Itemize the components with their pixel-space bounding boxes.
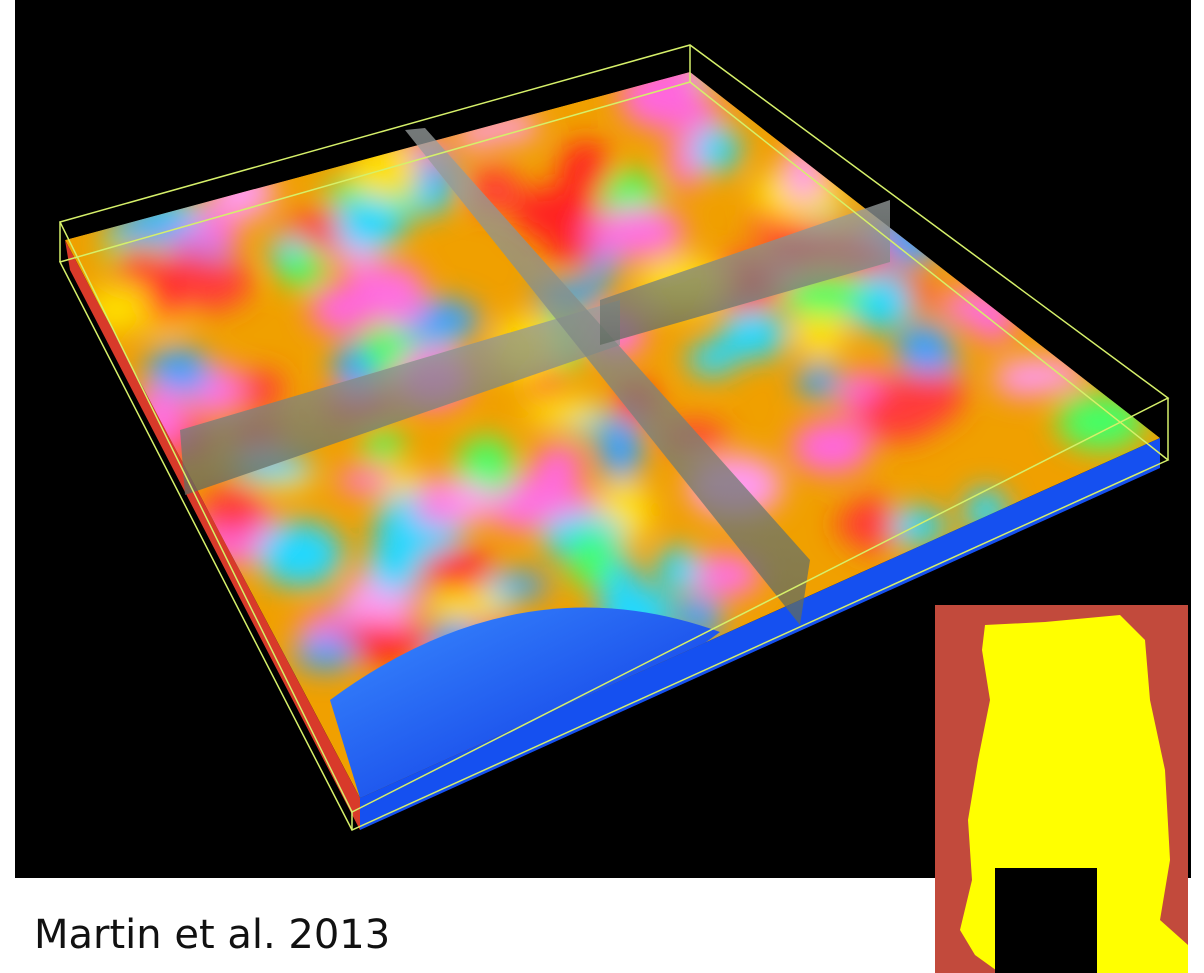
amplitude-blob bbox=[200, 485, 264, 534]
amplitude-blob bbox=[279, 250, 324, 288]
amplitude-blob bbox=[293, 635, 360, 671]
amplitude-blob bbox=[559, 141, 612, 199]
amplitude-blob bbox=[336, 468, 392, 494]
amplitude-blob bbox=[687, 341, 738, 377]
amplitude-blob bbox=[848, 495, 896, 553]
amplitude-blob bbox=[719, 308, 788, 360]
bounding-box bbox=[58, 44, 1170, 831]
amplitude-blob bbox=[333, 198, 405, 251]
amplitude-blob bbox=[413, 499, 459, 525]
amplitude-blob bbox=[656, 546, 700, 593]
volume-top-surface bbox=[65, 72, 1160, 798]
amplitude-blob bbox=[796, 364, 841, 399]
volume-left-face bbox=[65, 240, 360, 830]
amplitude-blob bbox=[598, 415, 643, 480]
amplitude-blob bbox=[684, 553, 762, 598]
amplitude-blob bbox=[993, 358, 1086, 393]
amplitude-blob bbox=[544, 235, 603, 263]
inline-slice bbox=[180, 300, 620, 495]
amplitude-blob bbox=[567, 529, 615, 589]
volume-front-face bbox=[360, 438, 1160, 830]
amplitude-blob bbox=[427, 587, 506, 621]
amplitude-blob bbox=[145, 347, 212, 395]
crossline-slice bbox=[405, 128, 810, 625]
amplitude-blob bbox=[309, 284, 377, 334]
amplitude-blob bbox=[367, 534, 422, 594]
amplitude-blob bbox=[375, 508, 419, 547]
amplitude-blob bbox=[791, 419, 872, 474]
amplitude-blob bbox=[532, 444, 585, 488]
amplitude-blob bbox=[585, 210, 682, 256]
amplitude-blob bbox=[370, 263, 426, 328]
amplitude-blob bbox=[241, 370, 284, 409]
amplitude-blob bbox=[895, 322, 954, 379]
amplitude-blob bbox=[856, 386, 941, 442]
caption: Martin et al. 2013 bbox=[34, 912, 391, 958]
amplitude-blob bbox=[256, 521, 344, 588]
location-map bbox=[935, 605, 1188, 973]
amplitude-blob bbox=[693, 126, 741, 173]
amplitude-blob bbox=[363, 430, 404, 460]
amplitude-blob bbox=[512, 186, 596, 242]
study-area bbox=[995, 868, 1097, 973]
amplitude-blob bbox=[421, 548, 496, 591]
inline-slice-far bbox=[600, 200, 890, 345]
amplitude-blob bbox=[165, 256, 251, 311]
blue-region bbox=[330, 607, 720, 798]
amplitude-blob bbox=[523, 397, 601, 426]
